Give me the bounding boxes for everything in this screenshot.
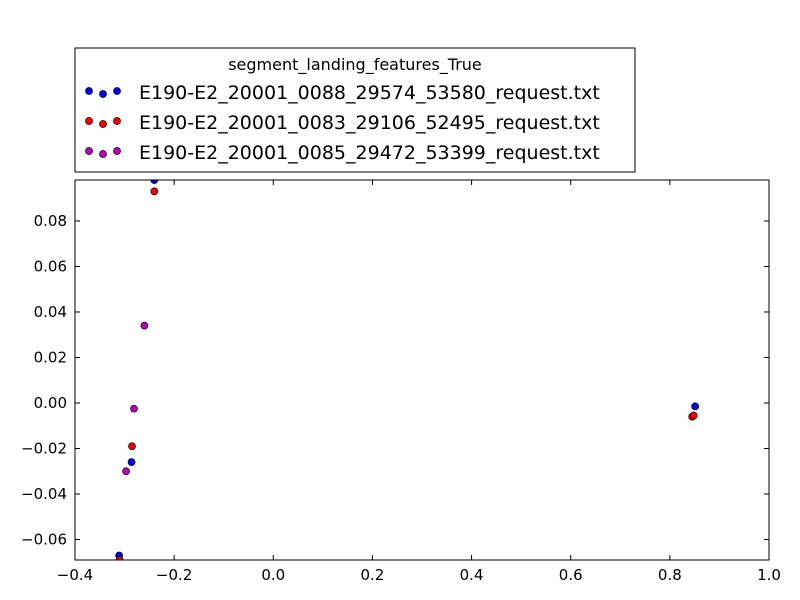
legend: segment_landing_features_True E190-E2_200… [74,47,636,173]
x-tick-label: 0.6 [559,566,583,584]
legend-marker [113,117,121,125]
y-tick-label: 0.06 [34,257,67,275]
legend-marker [113,87,121,95]
data-point [127,458,136,467]
x-tick-label: 0.4 [460,566,484,584]
data-point [150,187,159,196]
legend-box [74,47,636,173]
x-tick-label: 0.2 [360,566,384,584]
legend-label: E190-E2_20001_0083_29106_52495_request.t… [139,112,600,134]
y-tick-label: 0.04 [34,303,67,321]
y-tick-label: 0.02 [34,348,67,366]
x-tick-label: 0.8 [658,566,682,584]
data-point [130,404,138,413]
y-tick-label: 0.08 [34,212,67,230]
y-tick-label: −0.06 [21,531,67,549]
data-point [128,442,136,451]
legend-title: segment_landing_features_True [228,55,482,75]
x-tick-label: −0.2 [156,566,192,584]
data-point [122,467,130,476]
legend-marker [113,147,121,155]
data-point [689,411,698,420]
legend-label: E190-E2_20001_0088_29574_53580_request.t… [139,82,600,104]
y-tick-label: −0.04 [21,485,67,503]
data-points [115,180,699,560]
data-point [140,321,149,330]
legend-marker [99,90,107,98]
axes-frame [74,179,770,561]
x-tick-label: 1.0 [757,566,781,584]
legend-marker [85,117,93,125]
data-point [150,180,159,184]
legend-marker [85,87,93,95]
x-tick-label: −0.4 [57,566,93,584]
legend-marker [85,147,93,155]
x-tick-label: 0.0 [261,566,285,584]
data-point [115,556,124,560]
data-point [691,402,699,411]
plot-area: −0.4 −0.2 0.0 0.2 0.4 0.6 0.8 1.0 −0.06 −0.04 −0.0… [21,179,781,584]
legend-marker [99,150,107,158]
y-tick-label: 0.00 [34,394,67,412]
legend-label: E190-E2_20001_0085_29472_53399_request.t… [139,142,600,164]
y-tick-label: −0.02 [21,440,67,458]
legend-marker [99,120,107,128]
